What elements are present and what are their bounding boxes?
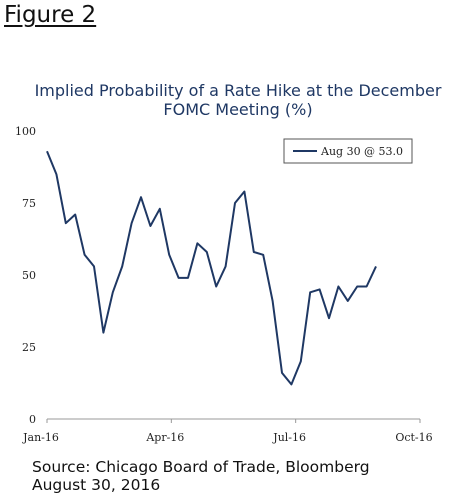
- source-line2: August 30, 2016: [32, 476, 161, 494]
- chart-title-line2: FOMC Meeting (%): [163, 100, 313, 119]
- x-tick-label: Jan-16: [22, 431, 59, 444]
- series-group: [46, 150, 377, 386]
- source-note: Source: Chicago Board of Trade, Bloomber…: [32, 458, 370, 494]
- series-line: [46, 150, 377, 386]
- x-tick-label: Oct-16: [395, 431, 432, 444]
- x-axis: Jan-16 Apr-16 Jul-16 Oct-16: [22, 418, 433, 444]
- x-tick-label: Apr-16: [145, 431, 184, 444]
- figure-label: Figure 2: [4, 2, 97, 28]
- legend-label: Aug 30 @ 53.0: [320, 145, 403, 158]
- source-line1: Source: Chicago Board of Trade, Bloomber…: [32, 458, 370, 476]
- chart-title: Implied Probability of a Rate Hike at th…: [30, 81, 446, 119]
- y-tick-label: 50: [22, 269, 36, 282]
- y-tick-label: 75: [22, 197, 36, 210]
- y-tick-label: 100: [15, 125, 36, 138]
- y-tick-label: 0: [29, 413, 36, 426]
- legend: Aug 30 @ 53.0: [283, 138, 413, 164]
- chart-title-line1: Implied Probability of a Rate Hike at th…: [34, 81, 442, 100]
- y-tick-label: 25: [22, 341, 36, 354]
- x-tick-label: Jul-16: [272, 431, 306, 444]
- y-axis: 0 25 50 75 100: [15, 125, 36, 426]
